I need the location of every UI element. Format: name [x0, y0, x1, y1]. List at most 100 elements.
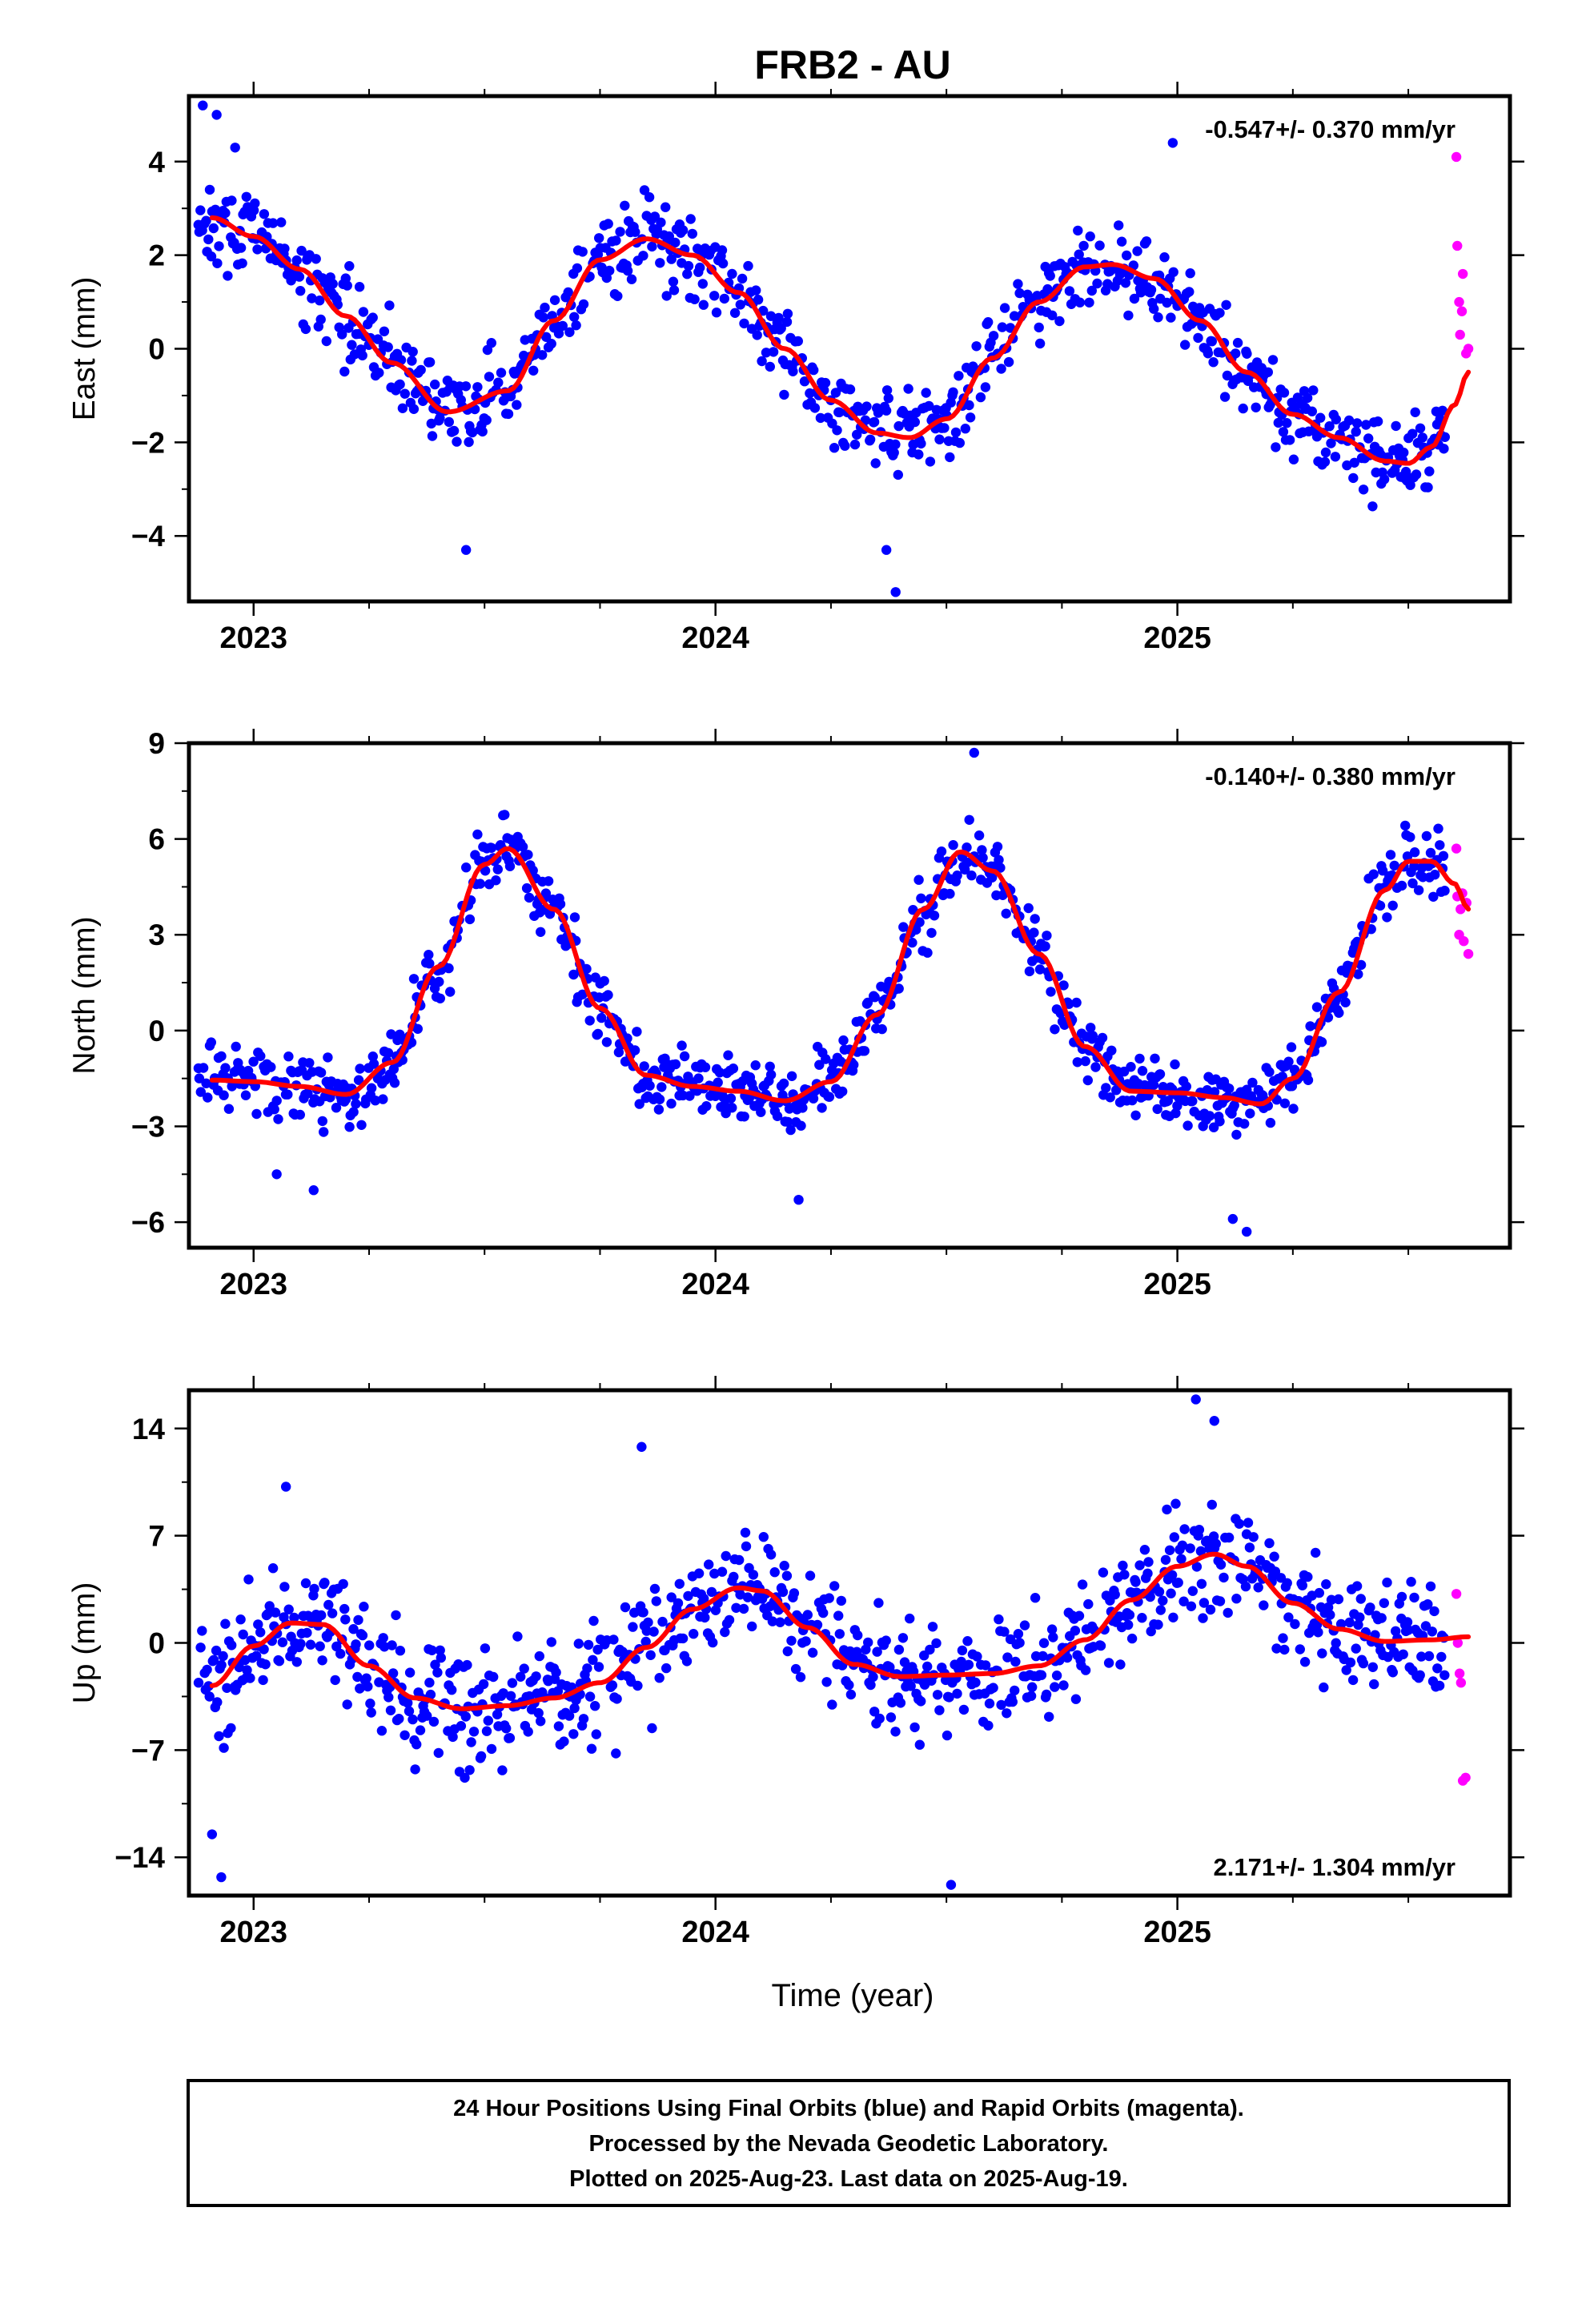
- final-point: [1379, 1598, 1390, 1609]
- final-point: [1143, 1557, 1154, 1567]
- final-point: [1173, 1578, 1183, 1588]
- final-point: [1034, 964, 1046, 975]
- final-point: [1330, 452, 1341, 462]
- final-point: [802, 1610, 813, 1620]
- final-point: [220, 1063, 231, 1073]
- final-point: [1126, 1062, 1136, 1072]
- final-point: [238, 1629, 248, 1640]
- up-rate-label: 2.171+/- 1.304 mm/yr: [1214, 1853, 1456, 1881]
- final-point: [467, 427, 478, 438]
- final-point: [1158, 1595, 1168, 1606]
- y-tick-label: −2: [131, 426, 165, 459]
- final-point: [1029, 927, 1039, 938]
- final-point: [593, 1662, 604, 1672]
- final-point: [193, 1678, 204, 1688]
- final-point: [604, 265, 615, 276]
- rapid-point: [1451, 843, 1462, 854]
- final-point: [647, 241, 657, 252]
- final-point: [1349, 457, 1359, 468]
- final-point: [416, 364, 426, 376]
- final-point: [1048, 1632, 1058, 1642]
- final-point: [738, 1603, 749, 1614]
- north-panel: 2023 2024 2025 −6 −3 0 3 6 9 North (mm) -0.140+/- …: [67, 727, 1524, 1301]
- final-point: [599, 975, 609, 987]
- final-point: [960, 424, 971, 434]
- final-point: [452, 436, 462, 447]
- final-point: [1114, 220, 1124, 231]
- final-point: [1407, 878, 1418, 889]
- final-point: [338, 1578, 348, 1590]
- final-point: [426, 418, 436, 429]
- final-point: [1405, 832, 1415, 842]
- final-point: [260, 1659, 271, 1670]
- final-point: [1080, 1055, 1090, 1067]
- final-point: [1169, 1532, 1180, 1542]
- final-point: [311, 254, 321, 264]
- final-point: [412, 1023, 423, 1035]
- final-point: [273, 1114, 283, 1124]
- final-point: [607, 1680, 618, 1691]
- final-point: [971, 341, 982, 352]
- final-point: [731, 1602, 741, 1614]
- final-point: [280, 1482, 291, 1492]
- y-tick-label: 4: [148, 146, 165, 179]
- y-tick-label: −14: [114, 1841, 165, 1874]
- final-point: [1166, 1588, 1176, 1598]
- east-panel: 2023 2024 2025 −4 −2 0 2 4 East (mm) -0.547+/- 0.…: [67, 82, 1524, 655]
- final-point: [240, 1090, 251, 1100]
- x-tick-label: 2024: [681, 1268, 749, 1301]
- final-point: [1182, 1120, 1193, 1131]
- final-point: [999, 303, 1010, 313]
- final-point: [242, 1665, 252, 1675]
- final-point: [1417, 432, 1428, 443]
- final-point: [521, 883, 532, 894]
- figure-title: FRB2 - AU: [754, 42, 950, 87]
- final-point: [1142, 1568, 1153, 1579]
- final-point: [687, 228, 697, 239]
- final-point: [821, 1677, 832, 1687]
- final-point: [682, 269, 693, 279]
- final-point: [932, 1690, 943, 1700]
- final-point: [569, 1703, 580, 1714]
- east-fit-curve: [209, 215, 1472, 466]
- final-point: [714, 1068, 725, 1078]
- final-point: [404, 1667, 416, 1678]
- final-point: [1423, 1651, 1435, 1662]
- final-point: [1231, 1129, 1242, 1140]
- final-point: [433, 1747, 444, 1759]
- final-point: [564, 1711, 575, 1721]
- final-point: [708, 1637, 718, 1648]
- final-point: [1351, 418, 1363, 428]
- up-final-points: [193, 1394, 1450, 1890]
- final-point: [516, 1671, 526, 1682]
- final-point: [1400, 466, 1411, 477]
- final-point: [1432, 1663, 1443, 1674]
- final-point: [267, 218, 279, 228]
- final-point: [366, 1083, 377, 1093]
- final-point: [355, 1683, 365, 1694]
- final-point: [765, 311, 777, 321]
- final-point: [909, 1722, 920, 1733]
- final-point: [1149, 304, 1159, 314]
- final-point: [1219, 1572, 1229, 1583]
- final-point: [302, 1627, 312, 1638]
- final-point: [435, 412, 445, 424]
- rapid-point: [1456, 1678, 1467, 1688]
- final-point: [834, 407, 845, 418]
- final-point: [1316, 1037, 1327, 1047]
- final-point: [208, 223, 219, 234]
- final-point: [1084, 297, 1094, 308]
- final-point: [836, 1595, 847, 1606]
- final-point: [1368, 869, 1379, 879]
- rapid-point: [1460, 1772, 1471, 1783]
- final-point: [415, 1725, 426, 1735]
- final-point: [1058, 980, 1069, 991]
- final-point: [661, 202, 671, 212]
- final-point: [220, 1618, 231, 1629]
- final-point: [1331, 1638, 1341, 1648]
- final-point: [1085, 231, 1095, 242]
- final-point: [845, 384, 856, 395]
- final-point: [331, 1641, 342, 1652]
- final-point: [995, 862, 1006, 873]
- final-point: [266, 1062, 276, 1072]
